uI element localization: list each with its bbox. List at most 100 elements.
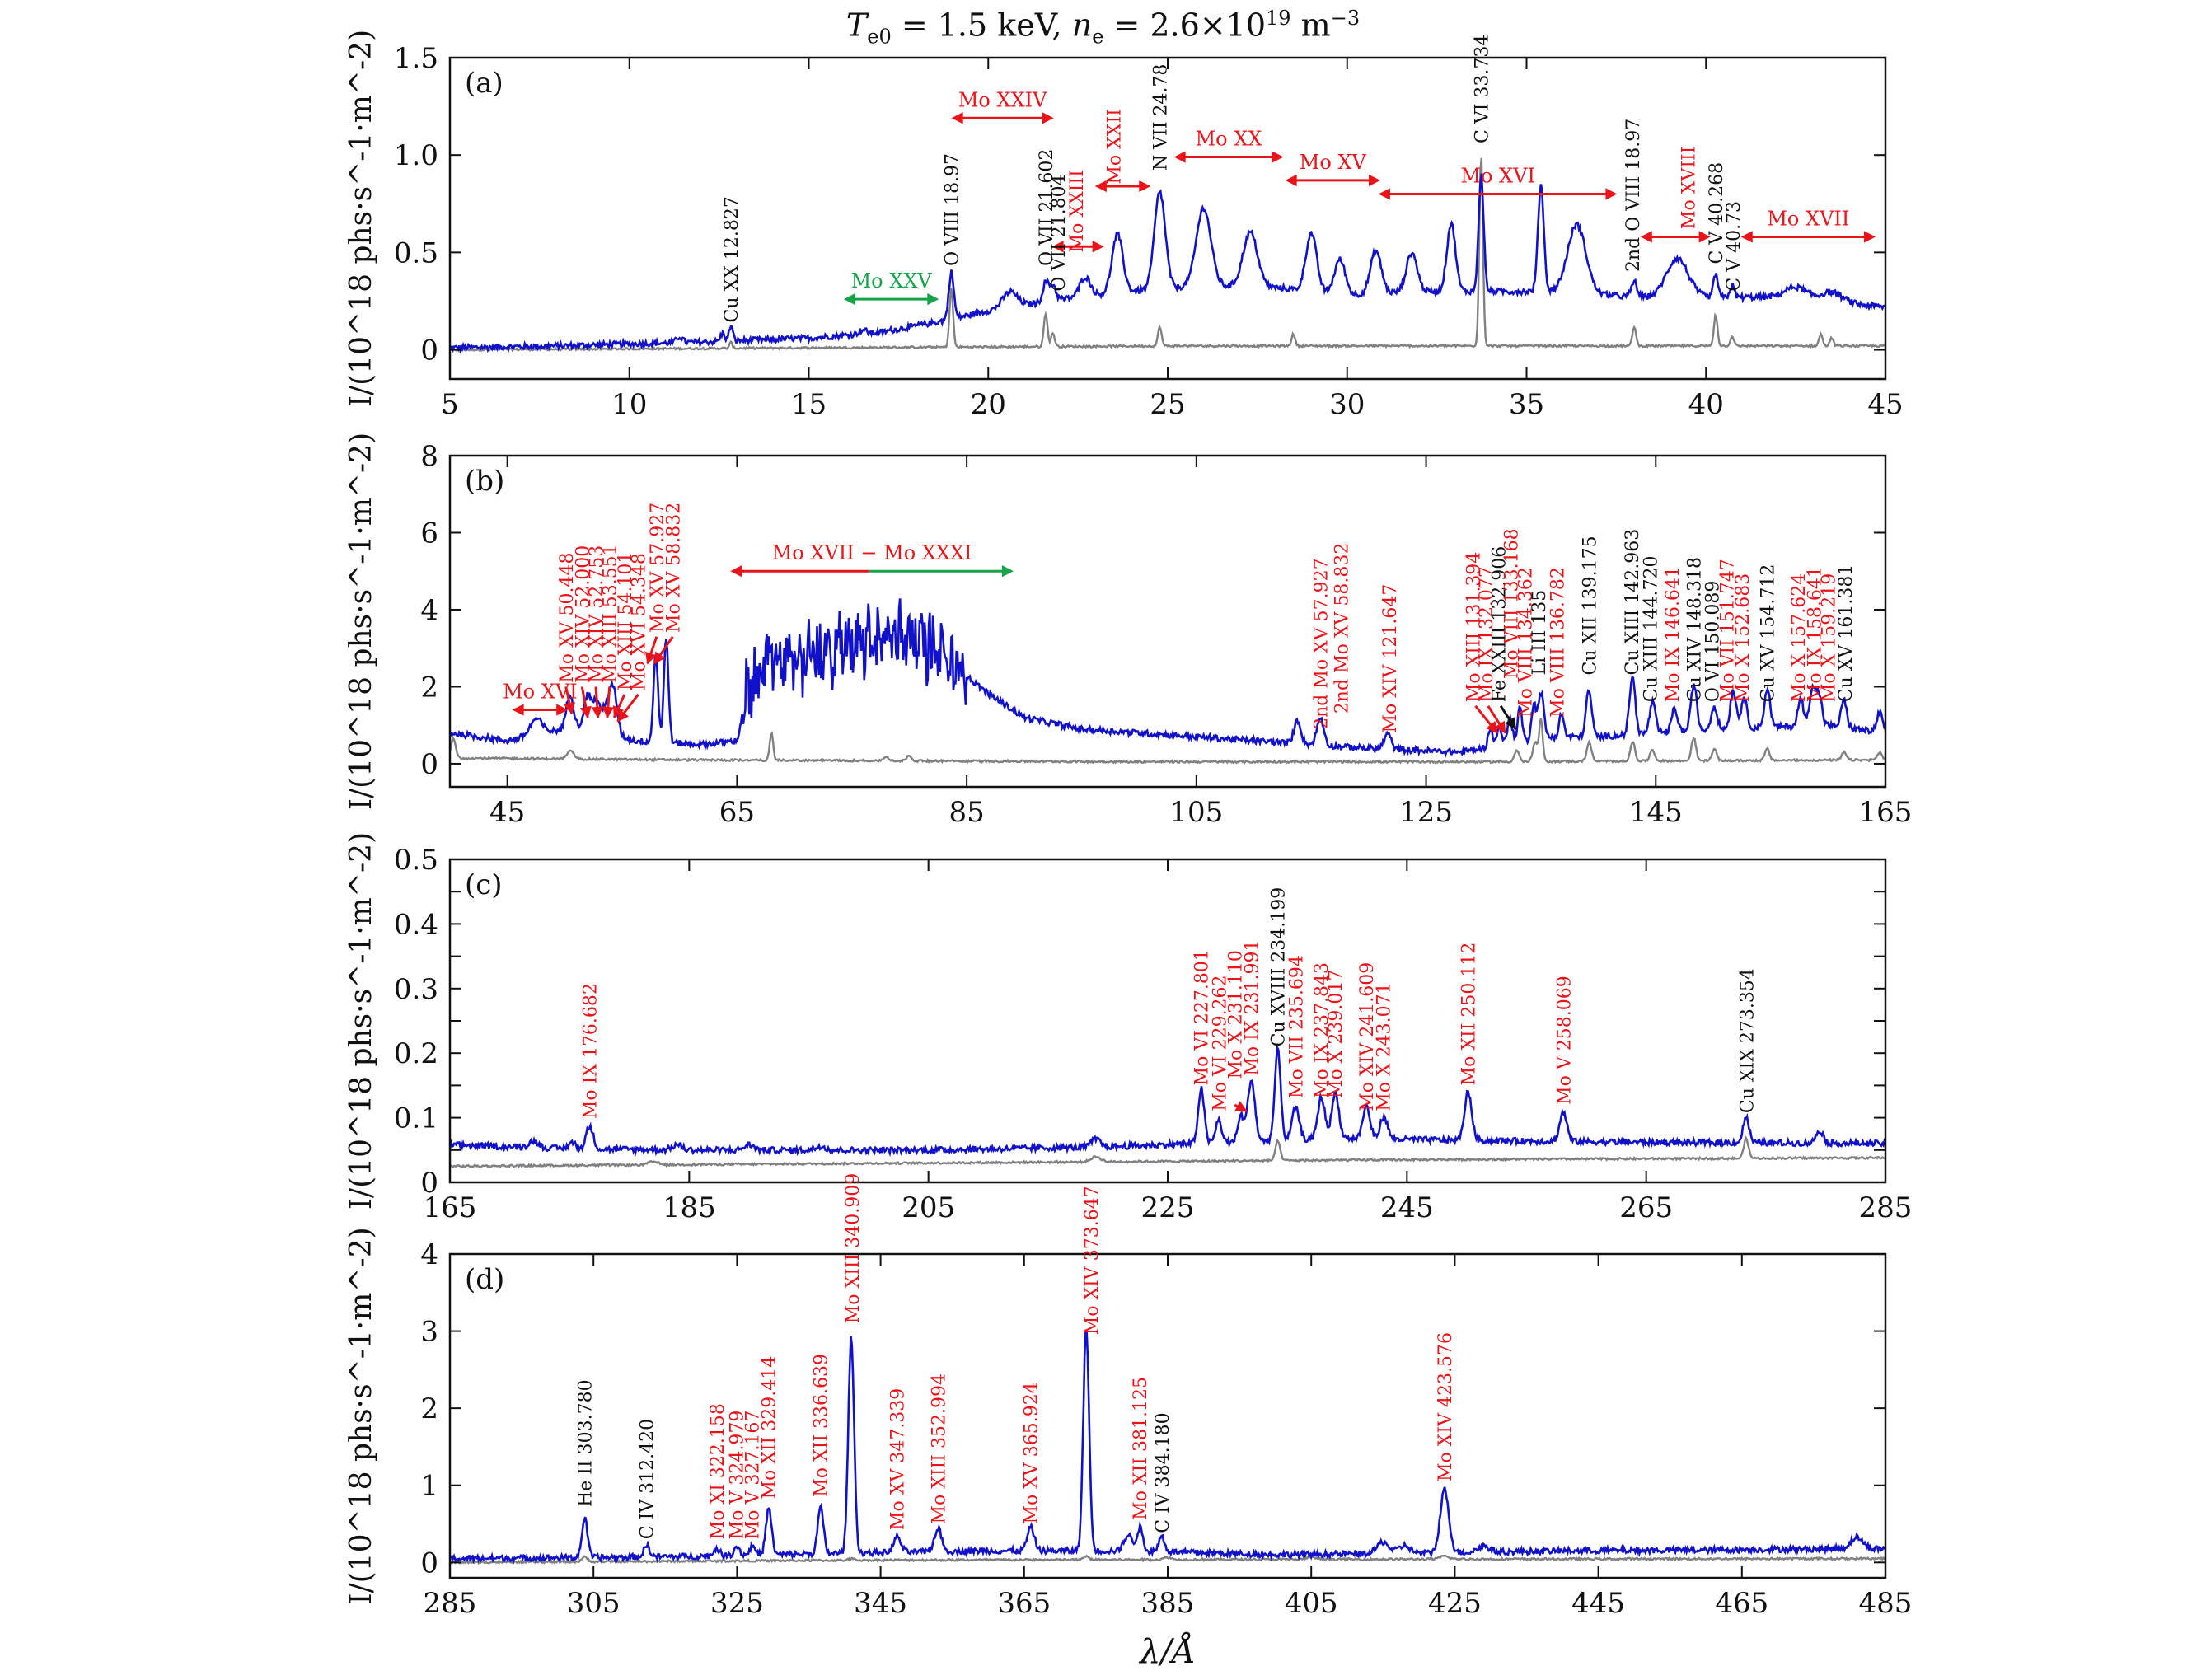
spectral-line-label: Mo X 243.071 <box>1374 982 1394 1111</box>
pointer-arrow <box>591 686 603 718</box>
x-tick-label: 165 <box>424 1191 477 1224</box>
pointer-arrow <box>1474 704 1499 734</box>
y-axis-label: I/(10^18 phs·s^-1·m^-2) <box>344 433 378 810</box>
ion-span-label: Mo XXV <box>851 269 933 292</box>
spectral-line-label: Mo XIII 53.551 <box>601 544 621 682</box>
arrow-head <box>1001 565 1014 578</box>
spectral-line-label: Mo XV 365.924 <box>1022 1382 1042 1523</box>
spectral-line-label: Mo XV 58.832 <box>663 503 684 633</box>
pointer-arrow <box>1499 705 1517 730</box>
spectral-line-label: Fe XXIII 132.906 <box>1489 546 1510 702</box>
x-tick-label: 20 <box>971 388 1006 421</box>
panel-b: 45 65 85 105 125 145 165 0 2 4 6 8 (b) I/(10^18 phs·s… <box>344 433 1912 829</box>
arrow-head <box>1863 231 1876 243</box>
arrow-head <box>653 651 666 665</box>
ion-span-arrow: Mo XVII <box>1740 207 1876 243</box>
spectral-line-label: He II 303.780 <box>576 1379 597 1507</box>
panel-tag: (c) <box>465 868 503 901</box>
x-tick-label: 385 <box>1141 1587 1195 1620</box>
x-tick-label: 405 <box>1285 1587 1338 1620</box>
panel-tag: (d) <box>465 1263 504 1296</box>
x-tick-label: 445 <box>1571 1587 1625 1620</box>
spectral-line-label: C VI 33.734 <box>1472 35 1492 143</box>
spectral-line-label: Mo XVI 54.348 <box>630 553 650 690</box>
spectral-line-label: Cu XIX 273.354 <box>1738 968 1759 1113</box>
x-tick-label: 305 <box>567 1587 621 1620</box>
arrow-head <box>1094 180 1107 193</box>
x-tick-label: 10 <box>611 388 647 421</box>
arrow-head <box>1234 1101 1248 1112</box>
arrow-head <box>564 702 576 715</box>
spectral-line-label: O VII 21.602 <box>1037 149 1057 266</box>
arrow-head <box>1640 231 1652 243</box>
spectral-line-label: Mo VIII 133.168 <box>1502 528 1523 679</box>
measured-spectrum-line <box>450 1044 1885 1158</box>
spectral-line-label: Cu XV 154.712 <box>1758 564 1778 703</box>
spectral-line-label: Mo V 258.069 <box>1555 976 1576 1105</box>
spectral-line-label: Mo XII 381.125 <box>1131 1377 1151 1520</box>
y-tick-label: 3 <box>420 1316 438 1349</box>
spectral-line-label: Mo XIV 52.000 <box>573 545 593 683</box>
arrow-head <box>1051 241 1064 253</box>
pointer-arrow <box>1487 705 1506 734</box>
measured-spectrum-line <box>450 1329 1885 1565</box>
x-tick-label: 45 <box>489 796 525 829</box>
y-tick-label: 0.3 <box>394 973 438 1006</box>
y-tick-label: 0 <box>420 1547 438 1579</box>
arrow-head <box>616 709 630 723</box>
ion-span-label: Mo XX <box>1196 128 1262 151</box>
arrow-head <box>1494 720 1506 734</box>
x-tick-label: 345 <box>854 1587 907 1620</box>
ion-span-label: Mo XVI <box>503 681 578 704</box>
x-tick-label: 425 <box>1428 1587 1482 1620</box>
ion-span-arrow: Mo XXIV <box>951 88 1054 124</box>
arrow-head <box>579 705 592 718</box>
spectral-line-label: Mo IX 146.641 <box>1663 566 1684 702</box>
x-axis-label: λ/Å <box>1138 1632 1196 1671</box>
spectral-line-label: Mo VI 227.801 <box>1192 949 1213 1085</box>
y-tick-label: 2 <box>420 1392 438 1425</box>
spectral-line-label: Mo X 152.683 <box>1733 573 1754 702</box>
figure-title: Te0 = 1.5 keV, ne = 2.6×1019 m−3 <box>845 7 1361 49</box>
y-tick-label: 1.5 <box>394 42 438 75</box>
x-tick-label: 245 <box>1380 1191 1434 1224</box>
spectral-line-label: Mo VIII 136.782 <box>1548 567 1568 718</box>
y-axis-label: I/(10^18 phs·s^-1·m^-2) <box>344 1227 378 1604</box>
spectral-line-label: 2nd Mo XV 58.832 <box>1332 543 1352 714</box>
pointer-arrow <box>579 686 592 718</box>
spectral-line-label: Mo XIII 340.909 <box>843 1173 864 1323</box>
arrow-head <box>730 565 742 578</box>
x-tick-label: 15 <box>791 388 827 421</box>
ion-span-label: Mo XXIV <box>958 88 1047 111</box>
spectral-line-label: Mo XV 50.448 <box>557 552 578 682</box>
x-tick-label: 225 <box>1141 1191 1195 1224</box>
arrow-head <box>591 706 603 718</box>
y-tick-label: 1 <box>420 1470 438 1503</box>
panel-a: 5 10 15 20 25 30 35 40 45 0 0.5 1.0 1.5 (a) I/(10^18 p… <box>344 30 1904 421</box>
spectral-line-label: Cu XVIII 234.199 <box>1269 887 1290 1047</box>
spectral-line-label: Mo IX 158.641 <box>1806 566 1826 702</box>
spectral-line-label: Cu XIV 148.318 <box>1684 557 1705 702</box>
x-tick-label: 45 <box>1867 388 1903 421</box>
x-tick-label: 465 <box>1715 1587 1768 1620</box>
spectral-line-label: C V 40.73 <box>1724 201 1745 292</box>
spectral-line-label: Mo XV 57.927 <box>648 503 668 633</box>
y-tick-label: 4 <box>420 1238 438 1271</box>
ion-span-arrow <box>1051 241 1104 253</box>
reference-spectrum-line <box>450 1135 1885 1169</box>
pointer-arrow <box>616 693 639 723</box>
spectral-line-label: C IV 312.420 <box>638 1419 658 1539</box>
x-tick-label: 205 <box>902 1191 955 1224</box>
y-axis-label: I/(10^18 phs·s^-1·m^-2) <box>344 30 378 407</box>
spectral-line-label: Mo XIV 423.576 <box>1436 1332 1456 1481</box>
arrow-head <box>1605 188 1618 200</box>
spectral-line-label: Mo XIV 121.647 <box>1380 584 1401 733</box>
y-tick-label: 6 <box>420 517 438 550</box>
arrow-head <box>1092 241 1104 253</box>
x-tick-label: 485 <box>1859 1587 1913 1620</box>
panel-tag: (a) <box>465 67 503 100</box>
spectral-line-label: Cu XIII 142.963 <box>1623 529 1643 676</box>
spectral-line-label: Mo XVIII <box>1679 147 1699 229</box>
spectral-line-label: Mo XIV 52.753 <box>587 545 607 683</box>
spectral-line-label: Mo XV 347.339 <box>888 1388 909 1530</box>
